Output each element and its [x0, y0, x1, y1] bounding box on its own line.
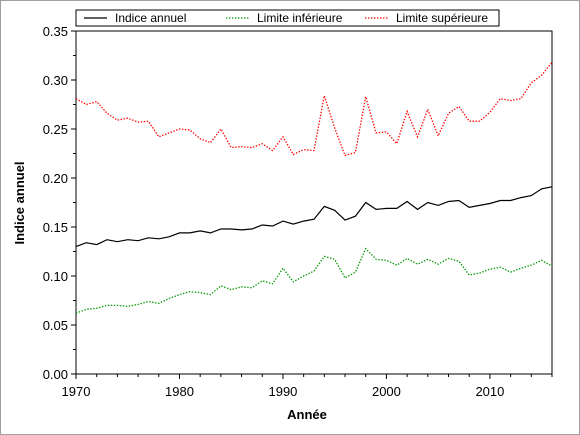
- legend-label-1: Indice annuel: [115, 11, 186, 25]
- x-tick-label: 2000: [372, 384, 401, 399]
- y-tick-label: 0.15: [43, 220, 68, 235]
- y-tick-label: 0.20: [43, 171, 68, 186]
- x-axis-title: Année: [287, 407, 327, 422]
- y-tick-label: 0.25: [43, 122, 68, 137]
- legend-label-2: Limite inférieure: [257, 11, 343, 25]
- y-tick-label: 0.10: [43, 269, 68, 284]
- series-layer: [75, 61, 553, 314]
- series-2: [75, 247, 553, 314]
- x-tick-label: 1990: [268, 384, 297, 399]
- y-axis-title: Indice annuel: [12, 161, 27, 244]
- legend-box: [75, 9, 500, 27]
- series-1: [75, 186, 553, 248]
- series-line: [75, 61, 553, 157]
- series-line: [75, 247, 553, 314]
- y-tick-label: 0.35: [43, 24, 68, 39]
- y-tick-label: 0.05: [43, 318, 68, 333]
- x-tick-label: 1980: [165, 384, 194, 399]
- x-tick-label: 2010: [475, 384, 504, 399]
- plot-border: [75, 30, 553, 375]
- series-3: [75, 61, 553, 157]
- y-tick-label: 0.00: [43, 367, 68, 382]
- legend: Indice annuel Limite inférieure Limite sup…: [75, 9, 500, 27]
- plot-area: [75, 30, 553, 375]
- y-axis: 0.00 0.05 0.10 0.15 0.20 0.25 0.30 0.35: [43, 24, 76, 382]
- legend-label-3: Limite supérieure: [396, 11, 488, 25]
- x-axis: 1970 1980 1990 2000 2010: [62, 374, 553, 399]
- y-tick-label: 0.30: [43, 73, 68, 88]
- series-line: [75, 186, 553, 248]
- x-tick-label: 1970: [62, 384, 91, 399]
